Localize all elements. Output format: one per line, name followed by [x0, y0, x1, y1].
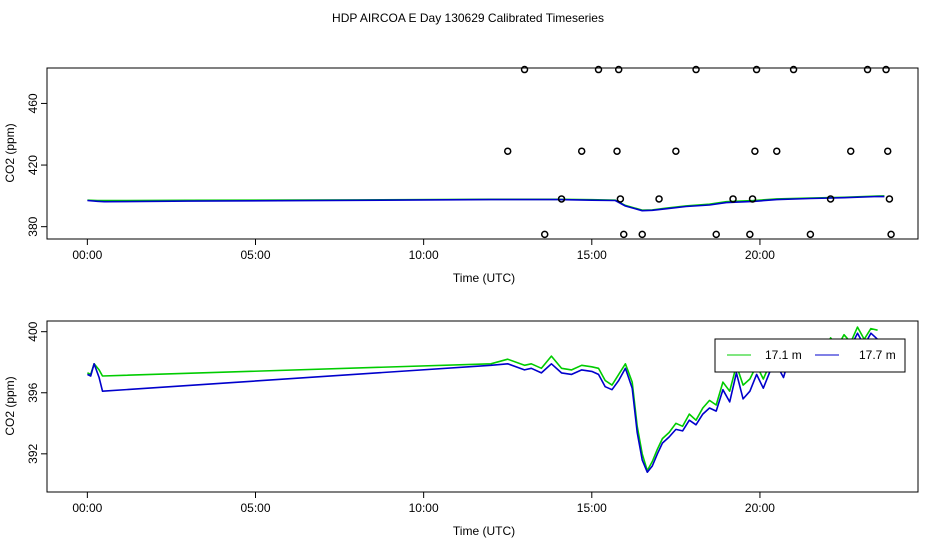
top-chart-point: [503, 147, 512, 155]
top-chart-point: [619, 230, 628, 239]
top-chart-point: [594, 65, 603, 74]
top-chart-x-tick-label: 20:00: [745, 248, 775, 262]
bottom-chart-y-tick-label: 400: [26, 321, 40, 341]
top-chart-point: [616, 195, 625, 203]
top-chart-point: [846, 147, 855, 155]
top-chart-point: [614, 65, 623, 74]
top-chart-point: [729, 195, 737, 203]
bottom-chart-y-axis-label: CO2 (ppm): [3, 376, 17, 435]
top-chart-point: [806, 230, 815, 239]
legend-label-17-1m: 17.1 m: [765, 348, 802, 362]
top-chart-y-tick-label: 420: [26, 155, 40, 175]
bottom-chart-x-tick-label: 00:00: [72, 501, 102, 515]
top-chart-x-axis: 00:00 05:00 10:00 15:00 20:00: [72, 239, 775, 262]
top-chart-x-tick-label: 00:00: [72, 248, 102, 262]
bottom-chart-y-axis: 392 396 400: [26, 321, 47, 464]
top-chart-series-group: [87, 195, 885, 212]
top-chart-series-line-1: [87, 195, 885, 212]
top-chart-point: [863, 65, 872, 74]
top-chart-point: [773, 147, 781, 155]
top-chart-point: [887, 230, 895, 239]
top-chart-y-axis-label: CO2 (ppm): [3, 123, 17, 182]
bottom-chart-plot-border: [46, 320, 919, 493]
bottom-chart-panel: 00:00 05:00 10:00 15:00 20:00 392 396 400 Time…: [3, 320, 919, 538]
top-chart-point: [613, 147, 621, 155]
top-chart-point: [746, 230, 754, 239]
top-chart-point: [655, 195, 663, 203]
top-chart-y-axis: 380 420 460: [26, 93, 47, 237]
top-chart-point: [885, 195, 894, 203]
top-chart-plot-border: [46, 67, 919, 240]
top-chart-point: [712, 230, 720, 239]
top-chart-point: [789, 65, 798, 74]
top-chart-series-line-0: [87, 195, 885, 211]
top-chart-point: [826, 195, 835, 203]
top-chart-y-tick-label: 460: [26, 93, 40, 113]
top-chart-point: [577, 147, 586, 155]
top-chart-x-tick-label: 05:00: [240, 248, 270, 262]
top-chart-point: [557, 195, 566, 203]
bottom-chart-x-tick-label: 10:00: [409, 501, 439, 515]
top-chart-point: [882, 65, 890, 74]
bottom-chart-legend: 17.1 m 17.7 m: [714, 338, 906, 373]
top-chart-x-tick-label: 15:00: [577, 248, 607, 262]
bottom-chart-y-tick-label: 392: [26, 443, 40, 463]
top-chart-point: [540, 230, 549, 239]
top-chart-x-tick-label: 10:00: [409, 248, 439, 262]
top-chart-point: [672, 147, 680, 155]
top-chart-point: [520, 65, 529, 74]
top-chart-point: [751, 147, 759, 155]
top-chart-point: [883, 147, 892, 155]
top-chart-point: [752, 65, 761, 74]
bottom-chart-x-axis: 00:00 05:00 10:00 15:00 20:00: [72, 492, 775, 515]
bottom-chart-x-tick-label: 15:00: [577, 501, 607, 515]
bottom-chart-y-tick-label: 396: [26, 382, 40, 402]
top-chart-y-tick-label: 380: [26, 216, 40, 236]
top-chart-point: [638, 230, 646, 239]
figure-title: HDP AIRCOA E Day 130629 Calibrated Times…: [332, 11, 604, 25]
top-chart-points-group: [503, 65, 895, 239]
top-chart-x-axis-label: Time (UTC): [453, 271, 515, 285]
bottom-chart-x-tick-label: 20:00: [745, 501, 775, 515]
bottom-chart-x-tick-label: 05:00: [240, 501, 270, 515]
legend-label-17-7m: 17.7 m: [859, 348, 896, 362]
top-chart-panel: 00:00 05:00 10:00 15:00 20:00 380 420 460 Time…: [3, 65, 919, 285]
top-chart-point: [692, 65, 700, 74]
bottom-chart-x-axis-label: Time (UTC): [453, 524, 515, 538]
top-chart-point: [748, 195, 757, 203]
